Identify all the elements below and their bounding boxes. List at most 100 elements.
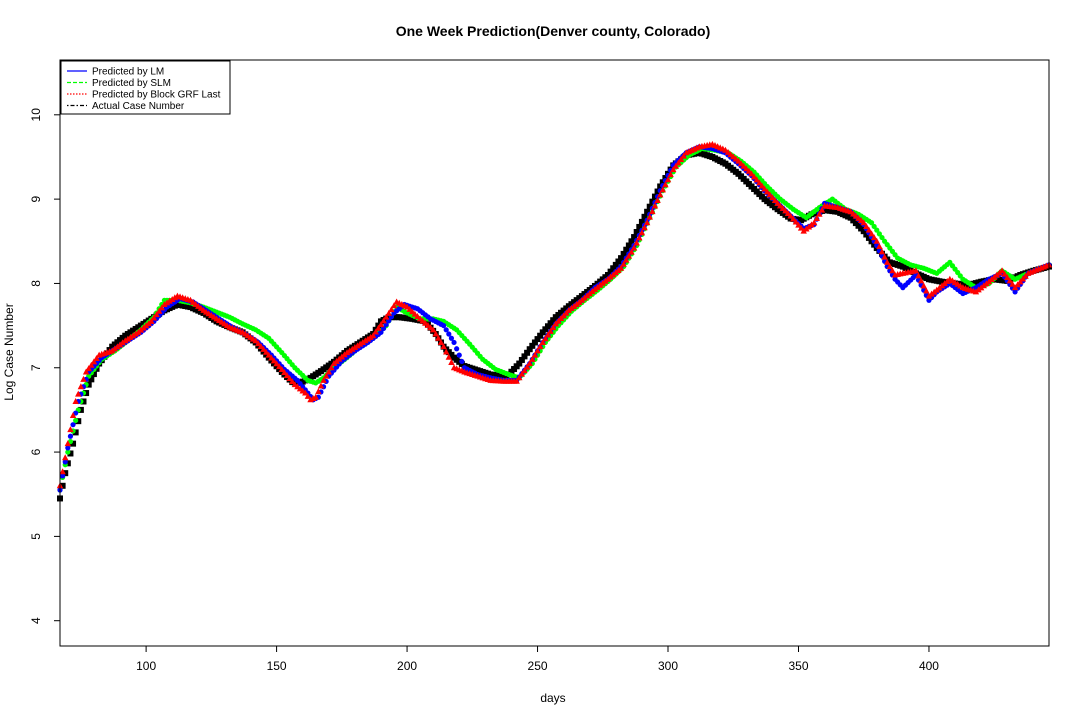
data-point — [756, 179, 763, 186]
data-point — [317, 382, 325, 389]
data-point — [150, 314, 158, 321]
data-point — [636, 234, 643, 241]
data-point — [659, 186, 666, 193]
data-point — [516, 360, 523, 367]
data-point — [429, 326, 437, 333]
data-point — [448, 358, 455, 365]
data-point — [790, 215, 797, 222]
data-point — [158, 304, 165, 311]
data-point — [797, 224, 805, 231]
data-point — [818, 206, 826, 213]
data-point — [171, 294, 179, 301]
data-point — [356, 340, 364, 347]
data-point — [432, 330, 439, 337]
data-point — [675, 159, 682, 166]
data-point — [322, 372, 330, 379]
y-tick-label: 9 — [29, 195, 43, 202]
data-point — [816, 210, 823, 217]
data-point — [623, 256, 630, 263]
data-point — [656, 191, 664, 198]
data-point — [88, 361, 95, 368]
data-point — [265, 351, 272, 358]
data-point — [889, 267, 896, 274]
data-point — [62, 454, 69, 461]
data-point — [1009, 280, 1016, 287]
data-point — [871, 241, 878, 248]
data-point — [672, 162, 680, 169]
data-point — [304, 392, 312, 399]
data-point — [90, 358, 98, 365]
data-point — [148, 317, 155, 324]
data-point — [346, 347, 353, 354]
data-point — [73, 417, 79, 424]
data-point — [359, 338, 366, 345]
data-point — [628, 238, 635, 245]
data-point — [881, 253, 888, 260]
data-point — [315, 388, 322, 395]
data-point — [641, 213, 648, 220]
data-point — [80, 375, 87, 382]
data-point — [813, 215, 820, 222]
data-point — [542, 335, 549, 342]
data-point — [380, 325, 387, 332]
data-point — [328, 364, 335, 371]
data-point — [85, 381, 92, 388]
data-point — [868, 230, 875, 237]
data-point — [443, 327, 449, 333]
data-point — [1012, 289, 1018, 295]
data-point — [884, 258, 891, 265]
data-point — [769, 194, 776, 201]
data-point — [456, 352, 462, 358]
data-point — [388, 306, 395, 313]
data-point — [302, 389, 309, 396]
data-point — [529, 355, 536, 362]
plot-marks — [56, 140, 1053, 502]
data-point — [93, 354, 100, 361]
data-point — [631, 234, 638, 241]
data-point — [65, 445, 71, 451]
data-point — [810, 219, 818, 226]
data-point — [670, 166, 677, 173]
data-point — [646, 213, 653, 220]
data-point — [615, 258, 622, 265]
data-point — [72, 429, 79, 436]
data-point — [920, 282, 927, 289]
data-point — [1006, 277, 1014, 284]
legend-box — [60, 60, 231, 115]
data-point — [625, 252, 633, 259]
data-point — [539, 329, 546, 336]
data-point — [667, 171, 674, 178]
data-point — [659, 179, 666, 186]
data-point — [644, 208, 651, 215]
data-point — [273, 360, 280, 367]
y-axis: 4 5 6 7 8 9 10 — [29, 108, 60, 624]
x-tick-label: 150 — [267, 659, 287, 673]
data-point — [448, 335, 455, 341]
data-point — [771, 196, 779, 203]
data-point — [536, 343, 544, 350]
data-point — [868, 220, 875, 226]
data-point — [166, 297, 173, 304]
data-point — [67, 426, 74, 433]
data-point — [260, 345, 267, 352]
y-tick-label: 6 — [29, 448, 43, 455]
data-point — [349, 345, 356, 352]
data-point — [59, 482, 66, 489]
data-point — [923, 287, 930, 294]
data-point — [65, 449, 71, 455]
data-point — [766, 191, 773, 198]
data-point — [886, 263, 894, 270]
data-point — [377, 321, 385, 328]
data-point — [320, 376, 327, 383]
data-point — [876, 231, 882, 237]
data-point — [526, 346, 533, 353]
data-point — [662, 181, 669, 188]
data-point — [874, 227, 880, 233]
data-point — [753, 176, 760, 183]
data-point — [529, 342, 536, 349]
data-point — [761, 185, 768, 192]
data-point — [521, 367, 528, 374]
data-point — [155, 307, 163, 314]
data-point — [865, 234, 872, 241]
data-point — [513, 377, 520, 384]
